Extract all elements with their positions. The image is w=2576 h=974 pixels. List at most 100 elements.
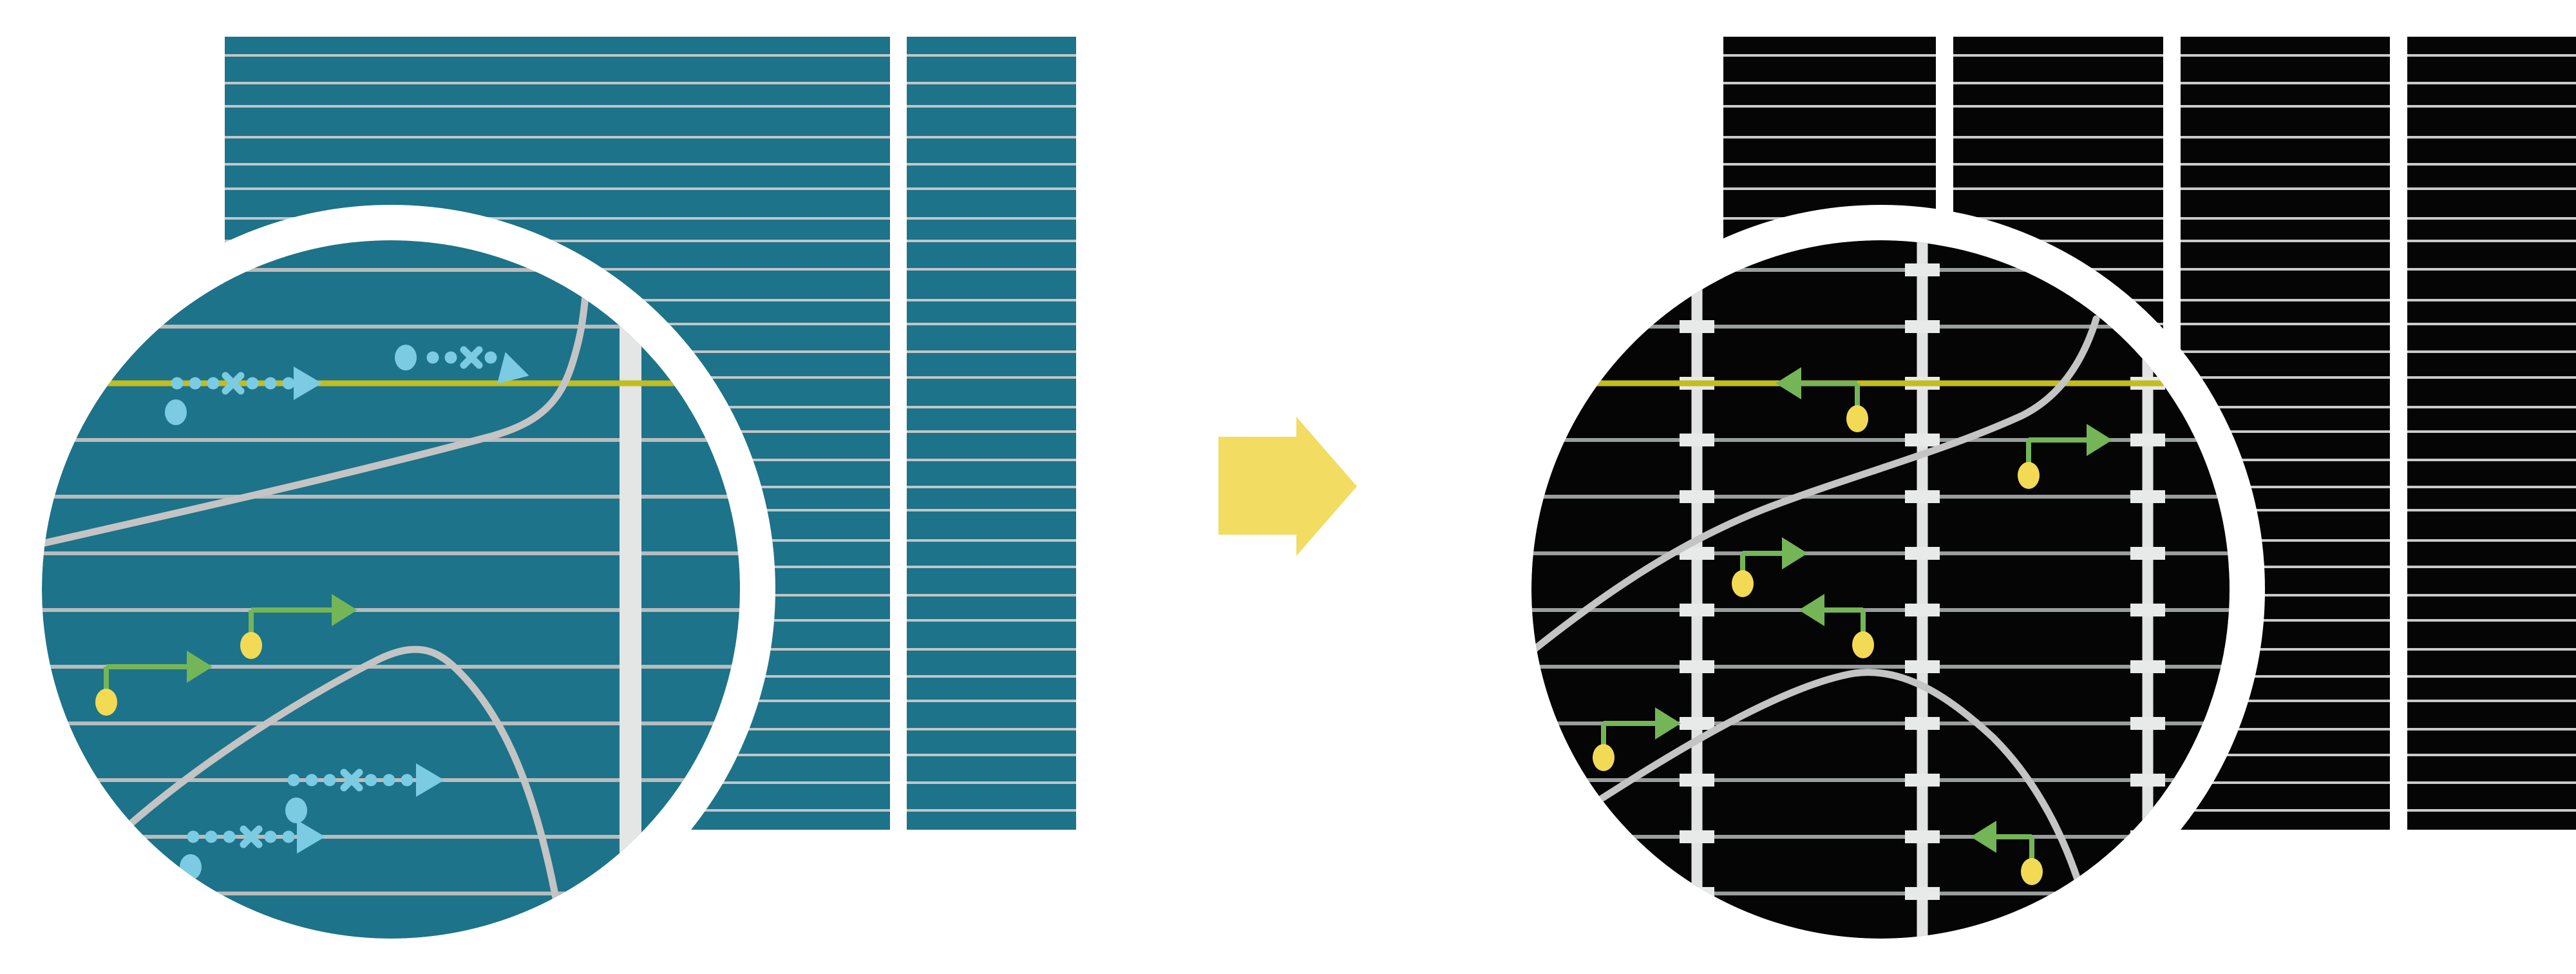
recombination-cross <box>222 372 245 395</box>
carrier-dot <box>395 345 417 370</box>
transition-arrow-group <box>1218 417 1357 556</box>
collection-arrowhead <box>187 651 213 683</box>
contact-pad <box>1905 320 1940 333</box>
finger-line <box>2181 187 2390 190</box>
trail-dot <box>207 377 220 390</box>
trail-dot <box>205 830 218 843</box>
finger-line <box>2407 566 2576 568</box>
finger-line <box>225 105 890 108</box>
magnified-finger-line <box>1531 268 2230 272</box>
magnified-finger-line <box>1531 551 2230 555</box>
finger-line <box>225 163 890 166</box>
highlighted-finger-line <box>1531 380 2230 387</box>
finger-line <box>907 728 1076 730</box>
transition-arrow <box>1218 417 1357 556</box>
collection-arrowhead <box>1782 537 1808 569</box>
finger-line <box>907 459 1076 461</box>
contact-pad <box>1680 434 1714 446</box>
magnified-finger-line <box>1531 892 2230 895</box>
magnified-finger-line <box>1531 835 2230 839</box>
collection-arrowhead <box>332 594 357 626</box>
trail-arrowhead <box>297 820 325 854</box>
collected-carrier-marker <box>240 594 357 659</box>
lens-before <box>6 205 775 974</box>
grain-boundary <box>118 645 562 912</box>
finger-line <box>2181 163 2390 166</box>
finger-line <box>2407 728 2576 730</box>
finger-line <box>1953 217 2163 220</box>
finger-line <box>2407 240 2576 242</box>
finger-line <box>2181 509 2390 511</box>
finger-line <box>1953 54 2163 57</box>
finger-line <box>2181 105 2390 108</box>
contact-pad <box>2130 660 2165 673</box>
magnified-finger-line <box>42 551 740 555</box>
contact-pad <box>1905 830 1940 843</box>
finger-line <box>907 376 1076 379</box>
finger-line <box>2407 217 2576 220</box>
highlighted-finger-line <box>42 380 740 387</box>
collection-arrowhead <box>1655 707 1681 740</box>
finger-line <box>225 187 890 190</box>
finger-line <box>1723 163 1936 166</box>
trail-dot <box>282 377 295 390</box>
grain-boundary <box>1531 315 2100 654</box>
finger-line <box>2181 82 2390 84</box>
trail-dot <box>444 351 457 364</box>
finger-line <box>1953 187 2163 190</box>
magnified-finger-line <box>1531 608 2230 612</box>
contact-pad <box>2130 434 2165 446</box>
finger-line <box>1723 136 1936 138</box>
finger-line <box>907 648 1076 651</box>
finger-line <box>2181 781 2390 784</box>
wire <box>1691 240 1703 939</box>
contact-pad <box>2130 547 2165 560</box>
magnified-finger-line <box>42 721 740 725</box>
lens-disc <box>42 240 740 939</box>
magnified-finger-line <box>1531 778 2230 782</box>
magnifier-lenses <box>6 205 2265 974</box>
trail-dot <box>282 830 295 843</box>
trail-dot <box>187 830 200 843</box>
contact-pad <box>1680 320 1714 333</box>
collected-carrier-marker <box>1593 707 1681 771</box>
finger-line <box>1953 105 2163 108</box>
finger-line <box>2407 809 2576 812</box>
panel-before-section-2 <box>907 37 1076 830</box>
finger-line <box>2407 486 2576 488</box>
finger-line <box>2181 566 2390 568</box>
carrier-dot <box>1852 631 1874 658</box>
contact-pad <box>1680 774 1714 787</box>
finger-line <box>907 268 1076 271</box>
trail-arrowhead <box>497 352 529 384</box>
finger-line <box>2407 781 2576 784</box>
carrier-dot <box>240 632 262 659</box>
carrier-dot <box>1732 570 1754 597</box>
lens-ring <box>1496 205 2265 974</box>
finger-line <box>2407 82 2576 84</box>
finger-line <box>2181 430 2390 433</box>
magnified-finger-line <box>1531 438 2230 442</box>
wire <box>2142 240 2154 939</box>
magnified-finger-line <box>42 665 740 669</box>
finger-line <box>2181 323 2390 325</box>
trail-dot <box>246 377 259 390</box>
finger-line <box>2407 406 2576 408</box>
trail-arrowhead <box>294 367 322 400</box>
contact-pad <box>1905 774 1940 787</box>
magnified-finger-line <box>42 325 740 329</box>
cell-body <box>907 37 1076 830</box>
carrier-dot <box>285 797 307 823</box>
finger-line <box>225 217 890 220</box>
recombination-cross <box>340 769 363 792</box>
finger-line <box>907 82 1076 84</box>
carrier-dot <box>95 689 117 716</box>
contact-pad <box>1680 604 1714 616</box>
finger-line <box>907 105 1076 108</box>
magnified-finger-line <box>1531 325 2230 329</box>
finger-line <box>907 754 1076 756</box>
trail-dot <box>287 774 300 787</box>
finger-line <box>907 781 1076 784</box>
